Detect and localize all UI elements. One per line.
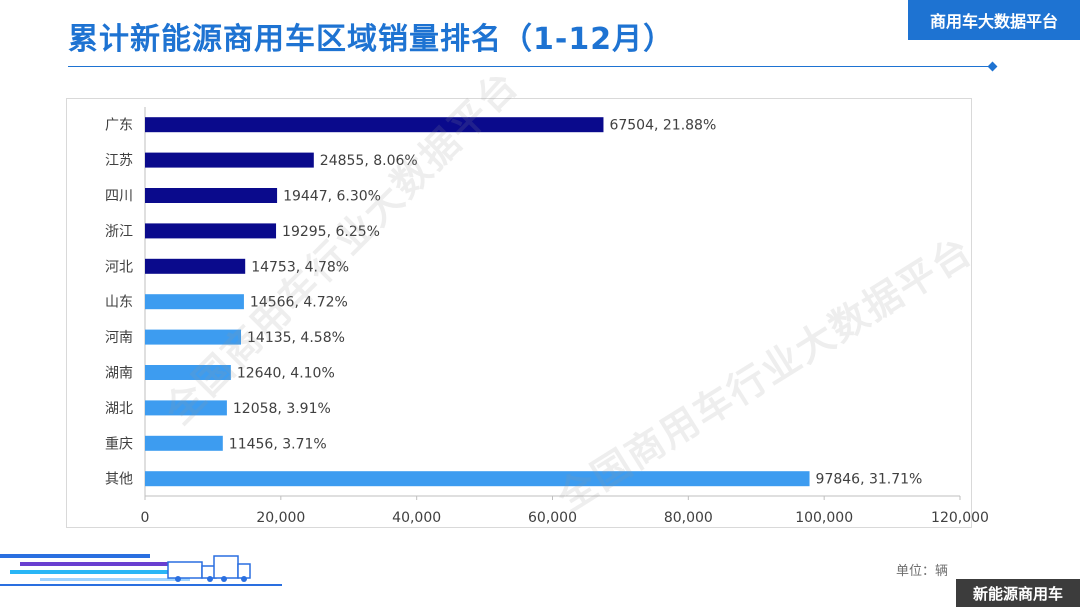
category-label: 湖南 (105, 366, 133, 382)
unit-label: 单位：辆 (896, 564, 949, 579)
category-label: 江苏 (105, 153, 133, 169)
data-label: 12640, 4.10% (237, 366, 335, 382)
data-label: 19447, 6.30% (283, 189, 381, 205)
data-label: 14135, 4.58% (247, 330, 345, 346)
category-label: 四川 (105, 189, 133, 205)
bar (145, 117, 604, 133)
bar (145, 400, 227, 416)
chart-frame (66, 98, 972, 528)
bar (145, 329, 242, 345)
category-label: 河北 (105, 259, 133, 275)
category-label: 重庆 (105, 436, 133, 452)
data-label: 19295, 6.25% (282, 224, 380, 240)
data-label: 14566, 4.72% (250, 295, 348, 311)
x-tick-label: 40,000 (392, 510, 441, 526)
bar (145, 365, 231, 380)
data-label: 14753, 4.78% (251, 259, 349, 275)
x-tick-label: 60,000 (528, 510, 577, 526)
category-label: 其他 (105, 472, 133, 488)
category-label: 浙江 (105, 224, 133, 240)
page-title: 累计新能源商用车区域销量排名（1-12月） (68, 22, 675, 57)
category-label: 湖北 (105, 401, 133, 417)
bar (145, 152, 314, 168)
category-label: 广东 (105, 118, 133, 134)
bar (145, 471, 810, 487)
x-tick-label: 20,000 (256, 510, 305, 526)
data-label: 11456, 3.71% (229, 436, 327, 452)
data-label: 12058, 3.91% (233, 401, 331, 417)
data-label: 24855, 8.06% (320, 153, 418, 169)
category-label: 河南 (105, 330, 133, 346)
x-tick-label: 0 (141, 510, 150, 526)
bar (145, 294, 244, 310)
bar (145, 435, 223, 451)
x-tick-label: 80,000 (664, 510, 713, 526)
truck-logo-icon (0, 554, 282, 586)
brand-badge-bottom: 新能源商用车 (956, 579, 1080, 607)
x-tick-label: 120,000 (931, 510, 989, 526)
brand-badge-top: 商用车大数据平台 (908, 0, 1080, 40)
title-divider (68, 66, 994, 67)
bar (145, 258, 246, 274)
category-label: 山东 (105, 295, 133, 311)
x-tick-label: 100,000 (795, 510, 853, 526)
bar (145, 188, 278, 203)
data-label: 97846, 31.71% (816, 472, 923, 488)
bar-chart: 广东 67504, 21.88% 江苏 24855, 8.06% 四川 19447, 6.… (105, 107, 989, 526)
bar (145, 223, 277, 239)
data-label: 67504, 21.88% (609, 118, 716, 134)
